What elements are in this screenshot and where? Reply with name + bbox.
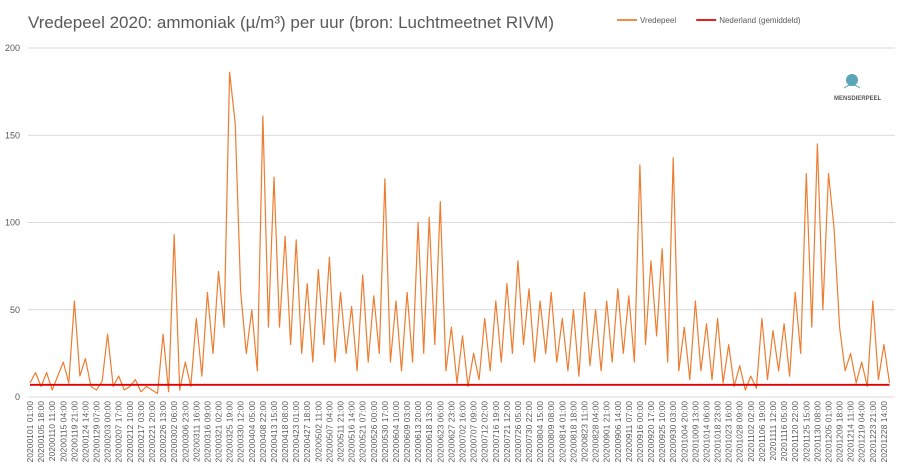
x-tick-label: 20200828 04:00 [591,401,601,463]
x-tick-label: 20200809 08:00 [546,401,556,463]
x-tick-label: 20200325 19:00 [225,401,235,463]
x-tick-label: 20201214 11:00 [846,401,856,462]
x-tick-label: 20200110 11:00 [47,401,57,461]
x-tick-label: 20200618 13:00 [424,401,434,463]
y-tick-label: 200 [5,43,20,53]
x-tick-label: 20200311 16:00 [191,401,201,462]
x-tick-label: 20200712 02:00 [480,401,490,463]
x-tick-label: 20200901 21:00 [602,401,612,463]
x-tick-label: 20200609 03:00 [402,401,412,463]
x-tick-label: 20200920 17:00 [646,401,656,463]
x-tick-label: 20200119 21:00 [69,401,79,462]
x-tick-label: 20201009 13:00 [690,401,700,463]
x-tick-label: 20200604 10:00 [391,401,401,463]
x-tick-label: 20200627 23:00 [446,401,456,463]
x-tick-label: 20200404 05:00 [247,401,257,463]
y-tick-label: 50 [10,305,20,315]
x-tick-label: 20201130 08:00 [812,401,822,462]
x-tick-label: 20200814 01:00 [557,401,567,463]
x-tick-label: 20201018 23:00 [713,401,723,463]
x-tick-label: 20201023 16:00 [724,401,734,463]
x-tick-label: 20201209 18:00 [835,401,845,463]
x-tick-label: 20200115 04:00 [58,401,68,462]
x-tick-label: 20200707 09:00 [469,401,479,463]
x-tick-label: 20200221 20:00 [147,401,157,463]
x-tick-label: 20200721 12:00 [502,401,512,463]
x-tick-label: 20200526 00:00 [369,401,379,463]
logo-text: MENSDIERPEEL [834,96,882,102]
x-tick-label: 20200105 18:00 [36,401,46,463]
x-tick-label: 20200203 00:00 [103,401,113,463]
x-tick-label: 20200511 21:00 [336,401,346,462]
y-tick-label: 150 [5,130,20,140]
x-tick-label: 20200408 22:00 [258,401,268,463]
x-tick-label: 20201111 12:00 [768,401,778,461]
y-tick-label: 100 [5,218,20,228]
x-tick-label: 20200212 10:00 [125,401,135,463]
x-tick-label: 20200418 08:00 [280,401,290,463]
x-tick-label: 20200726 05:00 [513,401,523,463]
x-tick-label: 20200330 12:00 [236,401,246,463]
x-tick-label: 20200507 04:00 [324,401,334,463]
x-tick-label: 20201219 04:00 [857,401,867,463]
x-tick-label: 20200516 14:00 [347,401,357,463]
legend-label: Nederland (gemiddeld) [719,16,801,25]
logo-icon [843,74,861,89]
x-tick-label: 20200502 11:00 [313,401,323,462]
x-tick-label: 20201004 20:00 [679,401,689,463]
x-tick-label: 20200930 03:00 [668,401,678,463]
x-tick-label: 20200906 14:00 [613,401,623,463]
x-tick-label: 20201106 19:00 [757,401,767,462]
x-tick-label: 20201205 01:00 [823,401,833,463]
legend-label: Vredepeel [640,16,676,25]
x-tick-label: 20200302 06:00 [169,401,179,463]
x-tick-label: 20200613 20:00 [413,401,423,463]
x-tick-label: 20200101 01:00 [25,401,35,463]
x-tick-label: 20200413 15:00 [269,401,279,463]
series-line [29,71,891,395]
y-tick-label: 0 [15,392,20,402]
x-tick-label: 20201120 22:00 [790,401,800,462]
x-tick-label: 20200911 07:00 [624,401,634,462]
x-tick-label: 20200427 18:00 [302,401,312,463]
x-tick-label: 20200623 06:00 [435,401,445,463]
x-tick-label: 20200226 13:00 [158,401,168,463]
x-tick-label: 20200207 17:00 [114,401,124,463]
x-tick-label: 20200730 22:00 [524,401,534,463]
x-tick-label: 20200716 19:00 [491,401,501,463]
x-tick-label: 20201028 09:00 [735,401,745,463]
x-tick-label: 20200124 14:00 [80,401,90,463]
x-tick-label: 20201102 02:00 [746,401,756,462]
x-tick-label: 20200530 17:00 [380,401,390,463]
x-tick-label: 20200916 00:00 [635,401,645,463]
x-tick-label: 20200702 16:00 [458,401,468,463]
x-tick-label: 20201116 05:00 [779,401,789,461]
x-tick-label: 20201223 21:00 [868,401,878,463]
x-tick-label: 20200925 10:00 [657,401,667,463]
x-tick-label: 20201014 06:00 [701,401,711,463]
x-tick-label: 20200823 11:00 [579,401,589,462]
x-tick-label: 20201125 15:00 [801,401,811,462]
x-tick-label: 20200321 02:00 [214,401,224,463]
x-tick-label: 20200306 23:00 [180,401,190,463]
x-tick-label: 20200129 07:00 [92,401,102,463]
x-tick-label: 20201228 14:00 [879,401,889,463]
x-tick-label: 20200818 18:00 [568,401,578,463]
x-tick-label: 20200521 07:00 [358,401,368,463]
x-tick-label: 20200423 01:00 [291,401,301,463]
x-tick-label: 20200217 03:00 [136,401,146,463]
x-tick-label: 20200804 15:00 [535,401,545,463]
chart-title: Vredepeel 2020: ammoniak (µ/m³) per uur … [28,13,554,32]
x-tick-label: 20200316 09:00 [202,401,212,463]
